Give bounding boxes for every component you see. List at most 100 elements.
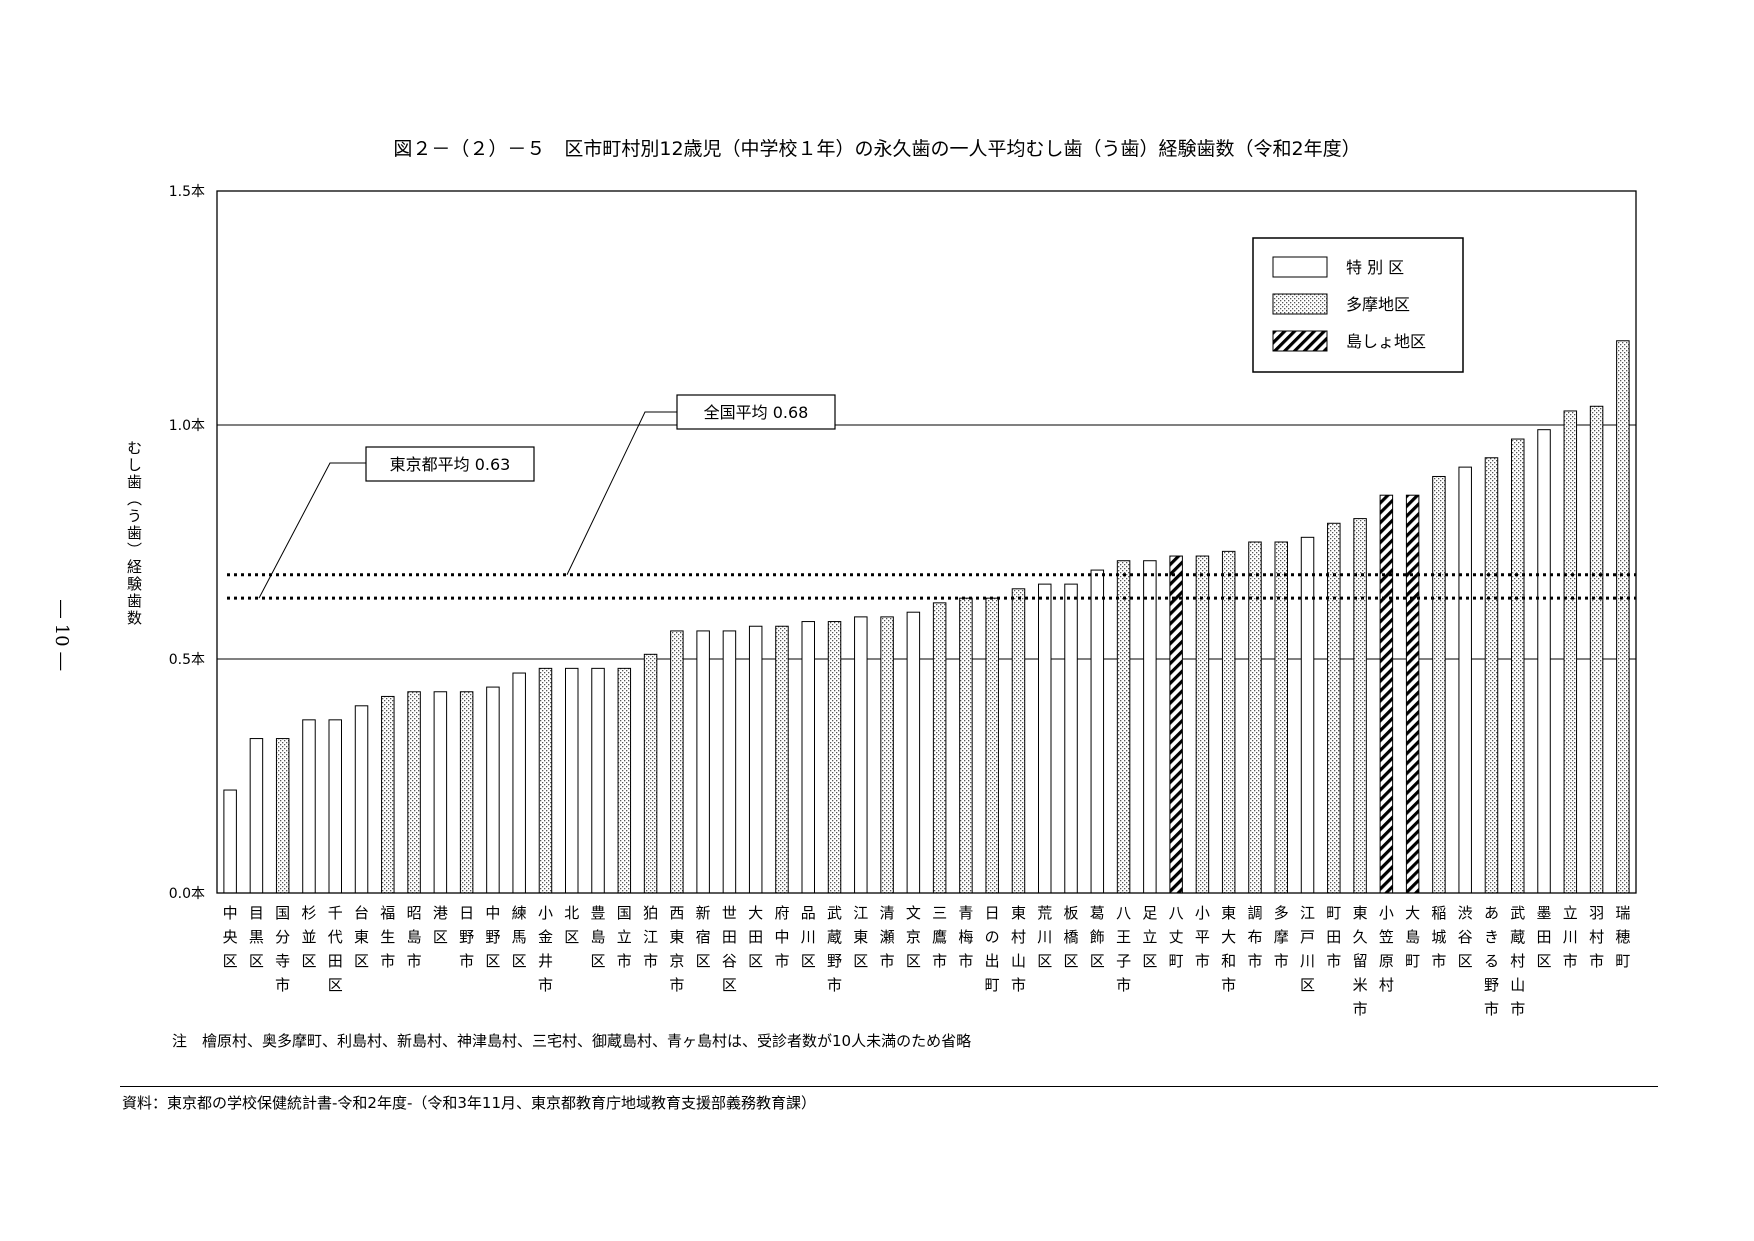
x-tick-label: 小平市 [1195,904,1210,970]
x-tick-label: 国立市 [617,904,632,970]
y-axis-label: むし歯（う歯）経験歯数 [125,440,143,627]
y-tick-label: 0.0本 [169,886,205,902]
bar-狛江市 [643,653,658,894]
bar-世田谷区 [722,630,737,894]
bar-葛飾区 [1090,569,1105,894]
reference-lines [227,573,1636,600]
x-tick-label: 品川区 [801,904,816,970]
bar-江東区 [854,616,868,894]
x-tick-label: 羽村市 [1589,904,1604,970]
bar-武蔵村山市 [1511,438,1525,894]
x-tick-label: 福生市 [380,904,395,970]
bar-板橋区 [1064,583,1078,894]
y-tick-label: 1.0本 [169,418,205,434]
chart-title: 図２－（２）－５ 区市町村別12歳児（中学校１年）の永久歯の一人平均むし歯（う歯… [393,138,1361,160]
bar-江戸川区 [1300,536,1315,894]
x-tick-label: 豊島区 [591,904,606,970]
bar-福生市 [381,695,395,894]
bar-清瀬市 [880,616,894,894]
bar-小笠原村 [1379,494,1394,894]
bar-国立市 [617,667,632,894]
bar-荒川区 [1038,583,1052,894]
x-tick-label: 昭島市 [407,904,422,970]
page-number: ― 10 ― [51,600,72,671]
x-tick-label: 葛飾区 [1090,904,1105,970]
x-tick-label: 板橋区 [1064,904,1079,970]
x-tick-label: 千代田区 [328,904,343,994]
x-tick-label: 日野市 [459,904,474,970]
legend-label-tama: 多摩地区 [1346,295,1410,314]
x-tick-label: 調布市 [1247,904,1262,970]
bar-国分寺市 [275,738,290,894]
bar-足立区 [1143,560,1157,894]
x-tick-label: 町田市 [1326,904,1341,970]
bar-千代田区 [328,719,342,894]
bar-羽村市 [1589,405,1604,894]
callout-label-tokyo: 東京都平均 0.63 [390,455,511,474]
callout-label-national: 全国平均 0.68 [704,403,809,422]
x-tick-label: 江東区 [853,904,868,970]
bar-あきる野市 [1484,457,1499,894]
bar-多摩市 [1274,541,1288,894]
x-tick-label: 文京区 [906,904,921,970]
x-tick-label: あきる野市 [1484,904,1499,1018]
legend-swatch-special [1272,256,1328,278]
bar-北区 [565,667,579,894]
x-tick-label: 港区 [433,904,448,946]
bar-大田区 [748,625,763,894]
x-tick-label: 西東京市 [669,904,684,994]
x-tick-label: 武蔵村山市 [1510,904,1525,1018]
x-tick-label: 墨田区 [1537,904,1552,970]
grid-lines [217,424,1636,660]
x-tick-label: 渋谷区 [1458,904,1473,970]
x-tick-label: 大田区 [748,904,763,970]
plot-frame [216,190,1637,894]
x-tick-label: 武蔵野市 [827,904,842,994]
bar-小平市 [1195,555,1210,894]
bar-港区 [433,691,448,894]
bar-青梅市 [959,597,973,894]
bar-調布市 [1248,541,1262,894]
x-tick-label: 練馬区 [512,904,527,970]
x-tick-label: 中野区 [485,904,500,970]
bar-中央区 [223,789,237,894]
x-tick-label: 東久留米市 [1353,904,1368,1018]
bar-武蔵野市 [827,621,842,894]
x-category-labels: 中央区目黒区国分寺市杉並区千代田区台東区福生市昭島市港区日野市中野区練馬区小金井… [223,904,1631,1018]
bar-文京区 [906,611,921,894]
bar-豊島区 [591,667,605,894]
callouts: 東京都平均 0.63 全国平均 0.68 [258,394,836,599]
x-tick-label: 中央区 [223,904,238,970]
bar-町田市 [1327,522,1341,894]
bars [223,340,1630,894]
callout-box-national [676,394,836,430]
bar-品川区 [801,621,815,894]
bar-瑞穂町 [1616,340,1630,894]
bar-府中市 [775,625,789,894]
y-tick-label: 0.5本 [169,652,205,668]
x-tick-label: 日の出町 [985,904,1000,994]
bar-八王子市 [1116,560,1131,894]
bar-立川市 [1563,410,1578,894]
bar-台東区 [354,705,369,894]
x-tick-label: 小金井市 [538,904,553,994]
bar-渋谷区 [1458,466,1472,894]
x-tick-label: 狛江市 [643,904,658,970]
bar-三鷹市 [932,602,947,894]
legend-label-island: 島しょ地区 [1346,332,1426,351]
source-divider [120,1086,1658,1087]
x-tick-label: 清瀬市 [880,904,895,970]
x-tick-label: 小笠原村 [1379,904,1394,994]
x-tick-label: 八王子市 [1116,904,1131,994]
bar-東大和市 [1221,550,1236,894]
x-tick-label: 目黒区 [249,904,264,970]
source-note: 資料：東京都の学校保健統計書-令和2年度-（令和3年11月、東京都教育庁地域教育… [122,1094,817,1112]
bar-八丈町 [1169,555,1183,894]
callout-leader-national [566,411,677,575]
x-tick-label: 新宿区 [696,904,711,970]
x-tick-label: 東大和市 [1221,904,1236,994]
footnote: 注 檜原村、奥多摩町、利島村、新島村、神津島村、三宅村、御蔵島村、青ヶ島村は、受… [172,1032,972,1050]
bar-昭島市 [407,691,421,894]
x-tick-label: 世田谷区 [722,904,737,994]
